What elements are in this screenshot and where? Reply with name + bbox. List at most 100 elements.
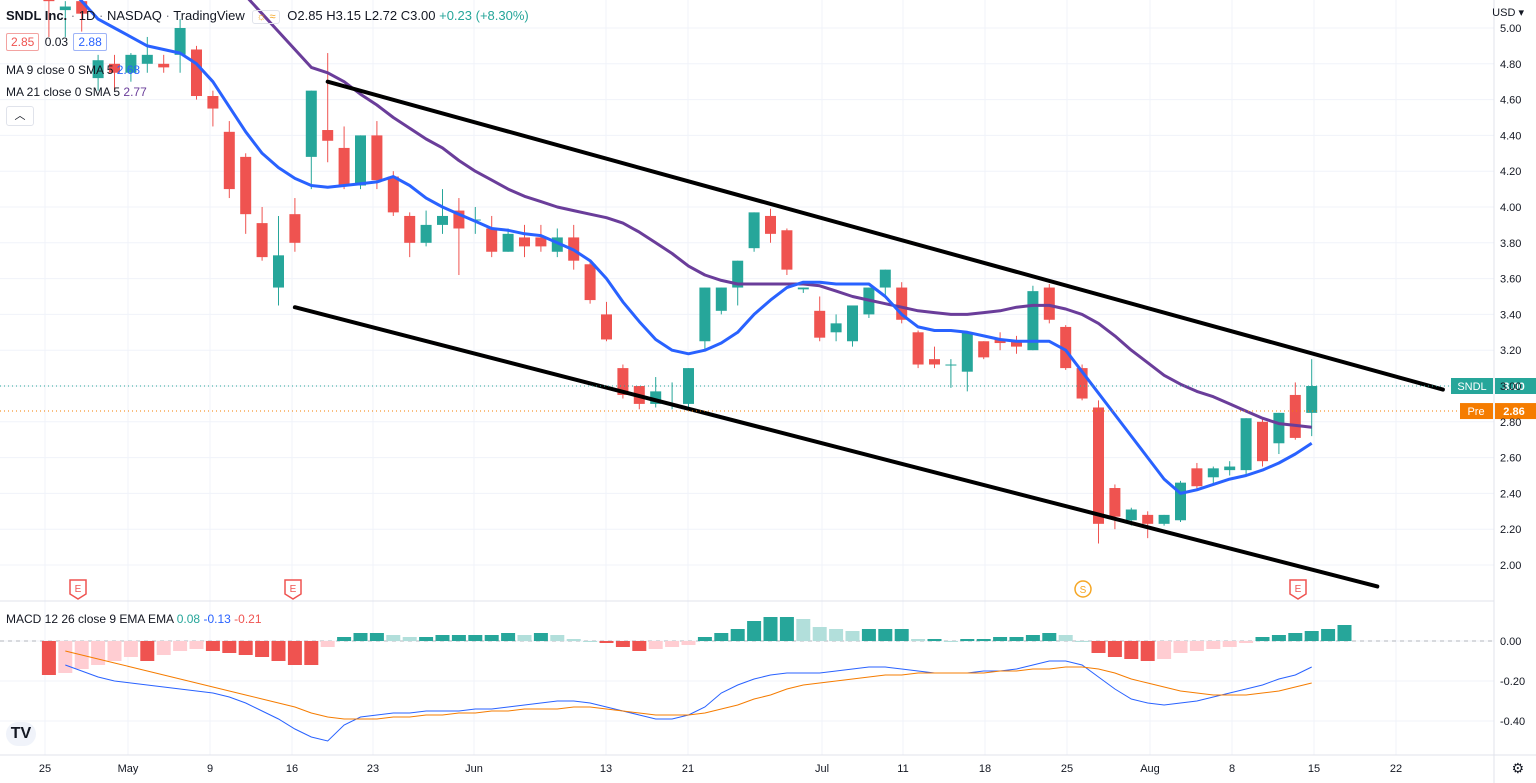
candle — [601, 301, 612, 342]
candle — [1207, 466, 1219, 485]
macd-legend[interactable]: MACD 12 26 close 9 EMA EMA 0.08 -0.13 -0… — [6, 612, 262, 626]
candle — [584, 260, 596, 304]
candle — [453, 198, 465, 276]
candle — [1060, 325, 1072, 370]
candle-body — [141, 54, 153, 64]
macd-hist-bar — [632, 641, 647, 651]
macd-hist-bar — [943, 641, 958, 642]
ohlc-high: H3.15 — [326, 8, 361, 23]
candle-body — [1224, 466, 1236, 471]
candle — [1289, 382, 1301, 440]
candle-body — [486, 228, 498, 252]
currency-label: USD — [1492, 7, 1516, 19]
candle-body — [371, 135, 383, 181]
candle-body — [43, 0, 55, 2]
chevron-up-icon: ︿ — [14, 110, 26, 122]
candle — [765, 208, 776, 243]
macd-hist-bar — [1058, 635, 1073, 641]
macd-hist-bar — [894, 629, 909, 641]
tradingview-logo-icon[interactable]: TV — [6, 722, 36, 746]
ma21-legend[interactable]: MA 21 close 0 SMA 5 2.77 — [6, 85, 147, 99]
candle-body — [1142, 514, 1154, 524]
time-tick-label: 16 — [286, 763, 298, 775]
candle-body — [289, 214, 301, 243]
macd-hist-bar — [468, 635, 483, 641]
candle-body — [1093, 407, 1104, 524]
ask-price[interactable]: 2.88 — [73, 33, 107, 51]
candle — [256, 207, 268, 261]
candle — [109, 54, 120, 91]
macd-hist-bar — [1107, 641, 1122, 657]
candle-body — [1207, 468, 1219, 478]
ma21-value: 2.77 — [123, 85, 147, 99]
candle-body — [158, 63, 170, 68]
ma9-label: MA 9 close 0 SMA 5 — [6, 63, 114, 77]
time-axis[interactable]: 25 May 9 16 23 Jun 13 21 Jul 11 18 25 Aug 8 15 22 — [39, 763, 1402, 775]
macd-hist-bar — [123, 641, 138, 657]
separator-dot: · — [70, 8, 76, 23]
market-status-icon[interactable]: ☼ ≈ — [252, 10, 280, 24]
candle-body — [1043, 287, 1055, 320]
candle — [387, 171, 399, 216]
macd-hist-bar — [435, 635, 450, 641]
symbol-name[interactable]: SNDL Inc. — [6, 8, 68, 23]
candle — [847, 305, 858, 347]
candle — [978, 341, 990, 360]
macd-hist-bar — [1189, 641, 1204, 651]
candle — [830, 314, 842, 342]
macd-hist-bar — [41, 641, 56, 675]
candle — [748, 212, 760, 252]
price-tick-label: 3.40 — [1500, 309, 1521, 321]
macd-hist-bar — [1304, 631, 1319, 641]
candle-body — [1306, 386, 1318, 413]
macd-hist-bar — [140, 641, 155, 661]
price-tick-label: 4.80 — [1500, 59, 1521, 71]
price-tick-label: 3.00 — [1500, 381, 1521, 393]
candle — [486, 215, 498, 258]
earnings-marker-shape — [1289, 579, 1307, 600]
macd-hist-bar — [58, 641, 73, 673]
collapse-legend-button[interactable]: ︿ — [6, 106, 34, 126]
interval[interactable]: 1D — [78, 8, 96, 23]
macd-hist-bar — [1173, 641, 1188, 653]
last-price-value: 3.00 — [1503, 381, 1524, 393]
candle — [929, 346, 940, 369]
candle-body — [125, 54, 137, 73]
ma9-legend[interactable]: MA 9 close 0 SMA 5 2.68 — [6, 63, 140, 77]
macd-hist-bar — [1255, 637, 1270, 641]
split-marker: S — [1074, 580, 1092, 598]
candle-body — [92, 60, 104, 79]
price-axis[interactable]: 2.00 2.20 2.40 2.60 2.80 3.00 3.20 3.40 3.60 3.80… — [1500, 23, 1525, 728]
trend-channel[interactable] — [292, 79, 1445, 589]
macd-pane — [41, 617, 1352, 742]
macd-hist-bar — [1321, 629, 1336, 641]
candle-body — [781, 230, 793, 270]
macd-hist-bar — [976, 639, 991, 641]
gear-icon[interactable]: ⚙ — [1511, 760, 1524, 776]
candle — [1142, 511, 1154, 539]
candle — [1027, 285, 1039, 351]
macd-hist-bar — [1222, 641, 1237, 647]
candle — [76, 0, 88, 32]
separator-dot: · — [165, 8, 170, 23]
candle-body — [273, 255, 284, 288]
candle — [814, 296, 826, 342]
time-tick-label: 25 — [39, 763, 51, 775]
macd-hist-bar — [91, 641, 106, 665]
macd-hist-bar — [238, 641, 253, 655]
currency-selector[interactable]: USD ▾ — [1492, 6, 1524, 19]
candle-body — [978, 341, 990, 358]
candle-body — [322, 130, 334, 141]
candle — [683, 368, 694, 408]
macd-hist-bar — [812, 627, 827, 641]
ma9-line — [78, 0, 1313, 495]
bid-price[interactable]: 2.85 — [6, 33, 40, 51]
price-tick-label: 2.00 — [1500, 560, 1521, 572]
macd-hist-bar — [1239, 641, 1254, 643]
moving-averages — [78, 0, 1313, 495]
candle — [896, 282, 908, 324]
earnings-marker: E — [284, 579, 302, 600]
candle-body — [191, 49, 202, 97]
